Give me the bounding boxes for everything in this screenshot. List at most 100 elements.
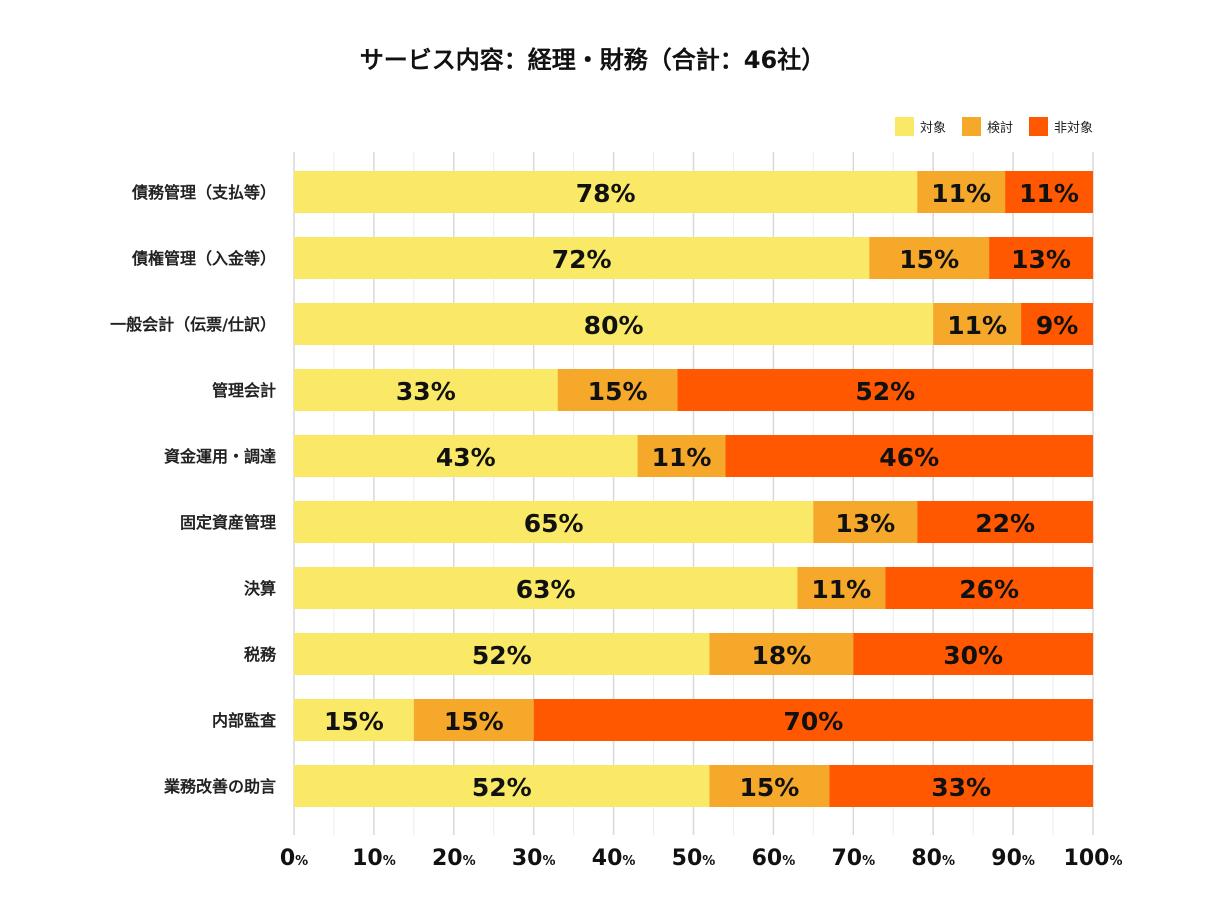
chart-title: サービス内容：経理・財務（合計：46社） [359, 46, 826, 74]
tick-suffix: % [383, 854, 396, 869]
category-label: 税務 [244, 645, 277, 664]
legend-item: 検討 [961, 117, 1013, 136]
category-label: 債務管理（支払等） [131, 183, 276, 202]
bar-value-label: 52% [472, 773, 532, 802]
bar-value-label: 13% [835, 509, 895, 538]
tick-number: 50 [672, 846, 703, 871]
bar-segment [294, 699, 414, 741]
bar-value-label: 30% [943, 641, 1003, 670]
x-tick-label: 30% [512, 846, 556, 871]
bar-value-label: 70% [783, 707, 843, 736]
bar-value-label: 9% [1036, 311, 1078, 340]
category-label: 決算 [244, 579, 276, 598]
tick-suffix: % [1109, 854, 1122, 869]
bar-segment [917, 171, 1006, 213]
x-tick-label: 80% [911, 846, 955, 871]
bars [294, 171, 1093, 807]
legend-label: 対象 [919, 121, 946, 136]
x-tick-label: 70% [831, 846, 875, 871]
tick-suffix: % [862, 854, 875, 869]
category-label: 固定資産管理 [180, 513, 276, 532]
bar-segment [557, 369, 678, 411]
category-label: 資金運用・調達 [164, 447, 276, 466]
x-tick-label: 20% [432, 846, 476, 871]
tick-number: 80 [911, 846, 942, 871]
bar-segment [413, 699, 534, 741]
x-tick-label: 10% [352, 846, 396, 871]
bar-segment [989, 237, 1093, 279]
bar-value-label: 80% [584, 311, 644, 340]
bar-segment [1021, 303, 1093, 345]
bar-value-label: 11% [811, 575, 871, 604]
legend: 対象 検討 非対象 [894, 117, 1093, 136]
x-tick-label: 100% [1064, 846, 1123, 871]
bar-segment [869, 237, 990, 279]
tick-suffix: % [622, 854, 635, 869]
bar-value-label: 15% [588, 377, 648, 406]
legend-swatch [894, 117, 914, 136]
tick-number: 10 [352, 846, 383, 871]
bar-segment [294, 567, 798, 609]
bar-value-label: 33% [931, 773, 991, 802]
tick-number: 60 [752, 846, 783, 871]
bar-value-label: 63% [516, 575, 576, 604]
bar-segment [829, 765, 1093, 807]
bar-segment [677, 369, 1093, 411]
category-label: 内部監査 [212, 711, 276, 730]
tick-number: 70 [831, 846, 862, 871]
tick-suffix: % [542, 854, 555, 869]
bar-value-label: 33% [396, 377, 456, 406]
tick-number: 0 [280, 846, 295, 871]
tick-number: 40 [592, 846, 623, 871]
bar-value-label: 26% [959, 575, 1019, 604]
bar-value-label: 11% [1019, 179, 1079, 208]
bar-segment [294, 765, 710, 807]
bar-segment [294, 237, 870, 279]
bar-value-label: 15% [739, 773, 799, 802]
bar-value-label: 11% [931, 179, 991, 208]
tick-suffix: % [782, 854, 795, 869]
bar-segment [294, 171, 918, 213]
bar-segment [813, 501, 918, 543]
x-tick-label: 0% [280, 846, 308, 871]
bar-value-label: 72% [552, 245, 612, 274]
bar-value-label: 52% [472, 641, 532, 670]
bar-value-label: 65% [524, 509, 584, 538]
bar-segment [885, 567, 1093, 609]
bar-segment [294, 501, 814, 543]
legend-item: 非対象 [1028, 117, 1093, 136]
category-label: 一般会計（伝票/仕訳） [110, 315, 276, 334]
bar-segment [294, 369, 558, 411]
tick-number: 30 [512, 846, 543, 871]
bar-value-label: 11% [947, 311, 1007, 340]
bar-value-label: 18% [751, 641, 811, 670]
bar-segment [917, 501, 1093, 543]
bar-segment [853, 633, 1093, 675]
bar-value-label: 52% [855, 377, 915, 406]
tick-number: 90 [991, 846, 1022, 871]
tick-suffix: % [295, 854, 308, 869]
x-tick-label: 40% [592, 846, 636, 871]
data-labels: 78% 11% 11% 72% 15% 13% 80% 11% 9% 33% 15% 52% 43% 11… [324, 179, 1079, 802]
legend-swatch [1028, 117, 1048, 136]
bar-value-label: 11% [652, 443, 712, 472]
bar-value-label: 46% [879, 443, 939, 472]
tick-suffix: % [702, 854, 715, 869]
bar-segment [294, 435, 638, 477]
x-tick-labels: 0% 10% 20% 30% 40% 50% 60% 70% 80% 90% 100% [280, 846, 1123, 871]
bar-segment [294, 303, 934, 345]
bar-value-label: 13% [1011, 245, 1071, 274]
x-tick-label: 90% [991, 846, 1035, 871]
bar-segment [797, 567, 886, 609]
tick-suffix: % [1022, 854, 1035, 869]
bar-segment [709, 765, 830, 807]
x-tick-label: 50% [672, 846, 716, 871]
bar-segment [533, 699, 1093, 741]
bar-segment [637, 435, 726, 477]
bar-segment [933, 303, 1022, 345]
bar-value-label: 15% [444, 707, 504, 736]
bar-segment [294, 633, 710, 675]
bar-segment [725, 435, 1093, 477]
